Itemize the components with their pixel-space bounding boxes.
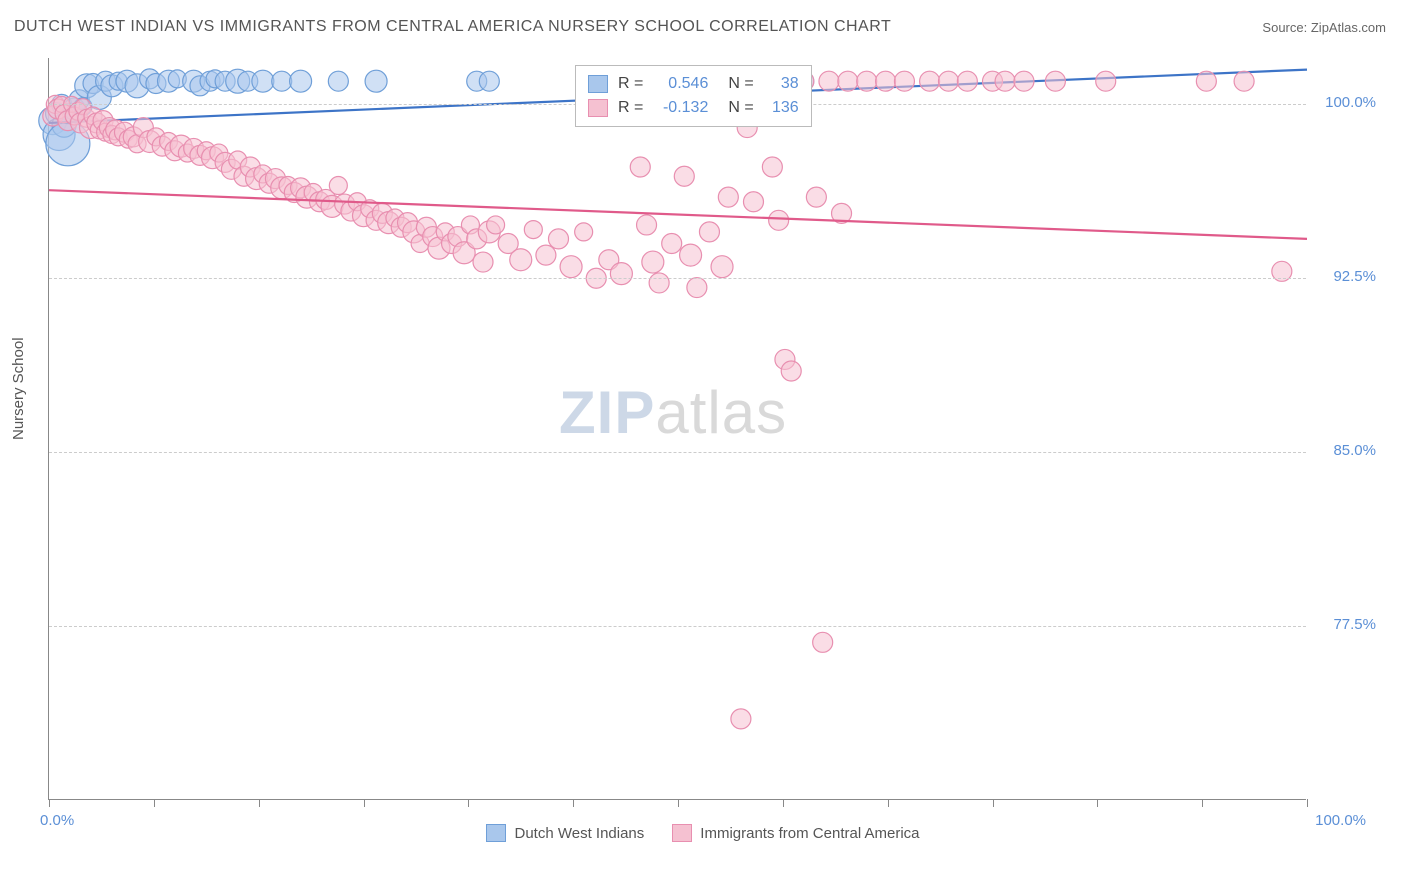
source-link[interactable]: ZipAtlas.com — [1311, 20, 1386, 35]
data-point — [329, 177, 347, 195]
data-point — [290, 70, 312, 92]
data-point — [718, 187, 738, 207]
data-point — [328, 71, 348, 91]
x-tick — [783, 799, 784, 807]
source-label: Source: — [1262, 20, 1307, 35]
x-tick — [259, 799, 260, 807]
x-tick — [364, 799, 365, 807]
legend-swatch — [486, 824, 506, 842]
legend-label: Dutch West Indians — [514, 825, 644, 842]
legend-row: R = -0.132 N = 136 — [588, 96, 799, 120]
n-value: 136 — [764, 99, 799, 117]
data-point — [995, 71, 1015, 91]
r-label: R = — [618, 75, 643, 93]
x-tick — [154, 799, 155, 807]
data-point — [894, 71, 914, 91]
data-point — [743, 192, 763, 212]
data-point — [876, 71, 896, 91]
data-point — [938, 71, 958, 91]
data-point — [1014, 71, 1034, 91]
x-tick — [1097, 799, 1098, 807]
data-point — [687, 278, 707, 298]
data-point — [610, 263, 632, 285]
x-tick — [1202, 799, 1203, 807]
data-point — [479, 71, 499, 91]
data-point — [637, 215, 657, 235]
legend-item: Dutch West Indians — [486, 824, 644, 842]
data-point — [510, 249, 532, 271]
data-point — [649, 273, 669, 293]
chart-title: DUTCH WEST INDIAN VS IMMIGRANTS FROM CEN… — [14, 18, 891, 36]
data-point — [813, 632, 833, 652]
data-point — [819, 71, 839, 91]
data-point — [806, 187, 826, 207]
data-point — [272, 71, 292, 91]
data-point — [536, 245, 556, 265]
series-legend: Dutch West Indians Immigrants from Centra… — [0, 824, 1406, 842]
data-point — [711, 256, 733, 278]
data-point — [575, 223, 593, 241]
data-point — [857, 71, 877, 91]
gridline — [49, 278, 1306, 279]
data-point — [252, 70, 274, 92]
y-tick-label: 77.5% — [1333, 616, 1376, 633]
x-tick — [678, 799, 679, 807]
data-point — [560, 256, 582, 278]
legend-item: Immigrants from Central America — [672, 824, 919, 842]
r-value: 0.546 — [653, 75, 708, 93]
x-tick — [888, 799, 889, 807]
data-point — [920, 71, 940, 91]
x-tick — [573, 799, 574, 807]
data-point — [524, 221, 542, 239]
y-tick-label: 100.0% — [1325, 94, 1376, 111]
data-point — [630, 157, 650, 177]
data-point — [769, 210, 789, 230]
data-point — [1196, 71, 1216, 91]
y-tick-label: 85.0% — [1333, 442, 1376, 459]
source-attribution: Source: ZipAtlas.com — [1262, 20, 1386, 35]
gridline — [49, 452, 1306, 453]
scatter-plot-area: ZIPatlas — [48, 58, 1306, 800]
data-point — [548, 229, 568, 249]
plot-svg — [49, 58, 1307, 800]
data-point — [838, 71, 858, 91]
x-tick — [993, 799, 994, 807]
legend-row: R = 0.546 N = 38 — [588, 72, 799, 96]
y-tick-label: 92.5% — [1333, 268, 1376, 285]
data-point — [781, 361, 801, 381]
data-point — [680, 244, 702, 266]
legend-swatch — [588, 99, 608, 117]
data-point — [473, 252, 493, 272]
data-point — [699, 222, 719, 242]
n-value: 38 — [764, 75, 799, 93]
x-tick — [468, 799, 469, 807]
correlation-legend: R = 0.546 N = 38 R = -0.132 N = 136 — [575, 65, 812, 127]
data-point — [1234, 71, 1254, 91]
data-point — [487, 216, 505, 234]
x-tick — [1307, 799, 1308, 807]
data-point — [674, 166, 694, 186]
n-label: N = — [728, 99, 753, 117]
x-tick — [49, 799, 50, 807]
data-point — [365, 70, 387, 92]
data-point — [957, 71, 977, 91]
data-point — [762, 157, 782, 177]
r-label: R = — [618, 99, 643, 117]
trend-line — [49, 190, 1307, 239]
n-label: N = — [728, 75, 753, 93]
data-point — [662, 234, 682, 254]
data-point — [642, 251, 664, 273]
r-value: -0.132 — [653, 99, 708, 117]
gridline — [49, 626, 1306, 627]
legend-swatch — [588, 75, 608, 93]
legend-swatch — [672, 824, 692, 842]
data-point — [1096, 71, 1116, 91]
legend-label: Immigrants from Central America — [700, 825, 919, 842]
y-axis-label: Nursery School — [10, 337, 27, 440]
data-point — [731, 709, 751, 729]
data-point — [1045, 71, 1065, 91]
